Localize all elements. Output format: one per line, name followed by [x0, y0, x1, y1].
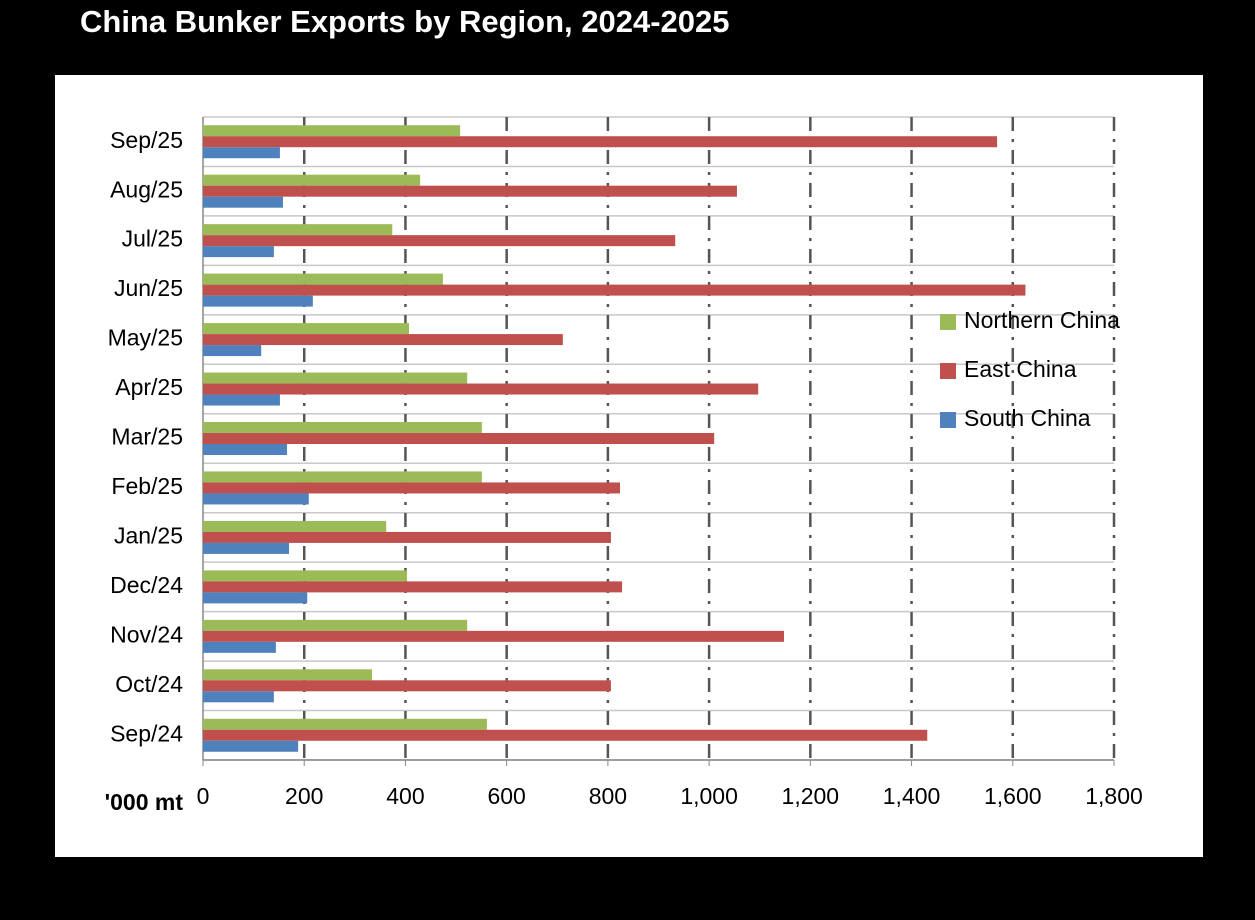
- y-tick-label: Aug/25: [110, 176, 183, 202]
- y-tick-label: Nov/24: [110, 621, 183, 647]
- y-tick-label: May/25: [108, 325, 183, 351]
- bar: [203, 718, 487, 730]
- x-tick-label: 1,200: [782, 783, 840, 809]
- bar: [203, 235, 676, 247]
- bar: [203, 691, 274, 703]
- x-tick-label: 0: [197, 783, 210, 809]
- bar: [203, 147, 280, 159]
- legend-label: East China: [964, 356, 1077, 382]
- y-tick-label: Feb/25: [111, 473, 183, 499]
- bar: [203, 345, 262, 357]
- bar: [203, 482, 621, 494]
- y-tick-label: Oct/24: [115, 671, 183, 697]
- chart-title: China Bunker Exports by Region, 2024-202…: [80, 4, 730, 39]
- x-tick-label: 800: [589, 783, 627, 809]
- bar: [203, 295, 313, 307]
- x-tick-label: 400: [386, 783, 424, 809]
- bar: [203, 372, 468, 384]
- x-tick-label: 1,600: [984, 783, 1042, 809]
- bar: [203, 581, 623, 593]
- x-tick-label: 600: [487, 783, 525, 809]
- y-tick-label: Sep/25: [110, 127, 183, 153]
- bar: [203, 619, 468, 631]
- bar: [203, 273, 443, 285]
- y-tick-label: Dec/24: [110, 572, 183, 598]
- y-tick-label: Sep/24: [110, 720, 183, 746]
- bar: [203, 570, 407, 582]
- legend-label: Northern China: [964, 307, 1120, 333]
- bar: [203, 520, 387, 532]
- bar: [203, 125, 461, 137]
- y-tick-label: Jul/25: [122, 226, 183, 252]
- legend-label: South China: [964, 405, 1091, 431]
- bar: [203, 136, 998, 148]
- bar: [203, 383, 759, 395]
- x-tick-label: 1,400: [883, 783, 941, 809]
- legend-swatch: [940, 412, 956, 428]
- bar: [203, 394, 280, 406]
- x-tick-label: 1,000: [680, 783, 738, 809]
- bar: [203, 493, 309, 505]
- x-axis-label: '000 mt: [105, 789, 184, 815]
- bar: [203, 185, 737, 197]
- bar: [203, 196, 283, 208]
- bar: [203, 630, 785, 642]
- bar: [203, 246, 274, 258]
- bar: [203, 641, 276, 653]
- bar: [203, 323, 409, 335]
- bar: [203, 740, 299, 752]
- bar: [203, 422, 482, 433]
- bar: [203, 542, 290, 554]
- y-tick-label: Apr/25: [115, 374, 183, 400]
- bar: [203, 471, 482, 483]
- legend-swatch: [940, 314, 956, 330]
- bar: [203, 680, 611, 692]
- x-tick-label: 200: [285, 783, 323, 809]
- y-tick-label: Mar/25: [111, 424, 183, 450]
- bar: [203, 284, 1026, 296]
- bar: [203, 531, 611, 543]
- bar: [203, 224, 393, 236]
- bar: [203, 669, 373, 681]
- y-tick-label: Jan/25: [114, 523, 183, 549]
- x-tick-label: 1,800: [1085, 783, 1143, 809]
- bar: [203, 729, 928, 741]
- bar: [203, 444, 288, 455]
- legend-swatch: [940, 363, 956, 379]
- bar: [203, 334, 563, 346]
- bar: [203, 433, 715, 444]
- bar: [203, 592, 308, 604]
- bar: [203, 174, 421, 186]
- y-tick-label: Jun/25: [114, 275, 183, 301]
